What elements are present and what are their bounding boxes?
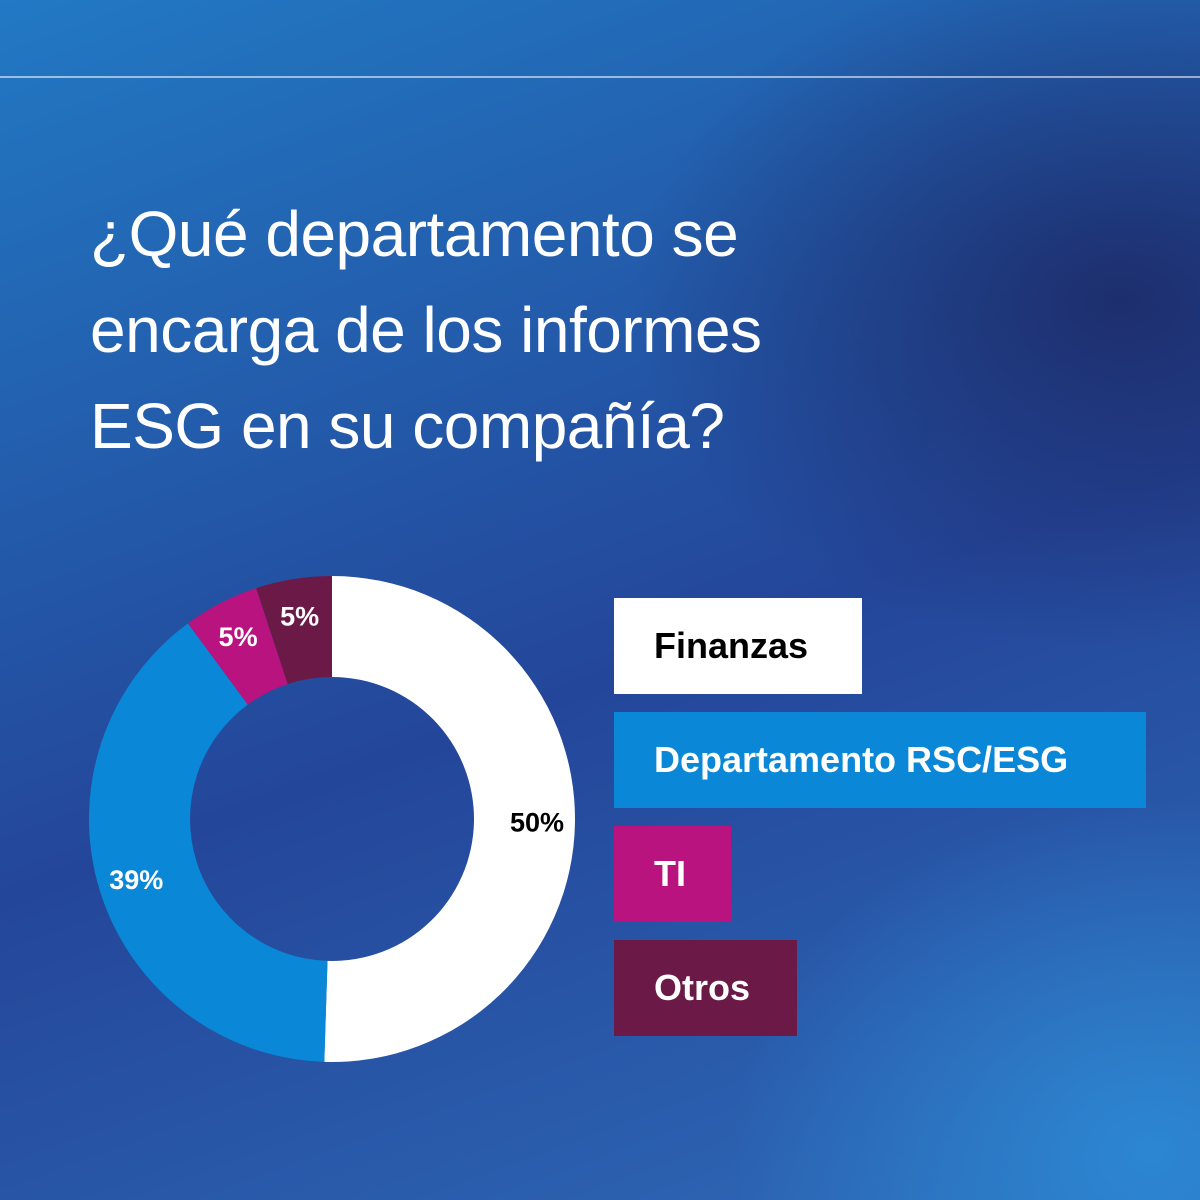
slice-finanzas [324, 576, 575, 1062]
data-label-otros: 5% [280, 602, 319, 632]
slice-rsc-esg [88, 623, 328, 1062]
slice-ti [187, 588, 288, 705]
title-line-1: ¿Qué departamento se [90, 198, 739, 270]
data-label-rsc-esg: 39% [109, 865, 163, 895]
top-divider [0, 76, 1200, 78]
data-label-ti: 5% [219, 622, 258, 652]
legend-item-rsc-esg: Departamento RSC/ESG [614, 712, 1146, 808]
title-line-3: ESG en su compañía? [90, 390, 725, 462]
legend-label-otros: Otros [654, 967, 751, 1008]
chart-title: ¿Qué departamento se encarga de los info… [90, 186, 1090, 474]
legend-item-ti: TI [614, 826, 731, 922]
slice-otros [256, 576, 332, 685]
donut-chart: 50% 39% 5% 5% [88, 576, 575, 1062]
legend-label-finanzas: Finanzas [654, 625, 809, 666]
legend-label-ti: TI [654, 853, 686, 894]
data-label-finanzas: 50% [510, 807, 564, 837]
legend-item-finanzas: Finanzas [614, 598, 862, 694]
legend-label-rsc-esg: Departamento RSC/ESG [654, 739, 1069, 780]
legend-item-otros: Otros [614, 940, 797, 1036]
title-line-2: encarga de los informes [90, 294, 762, 366]
